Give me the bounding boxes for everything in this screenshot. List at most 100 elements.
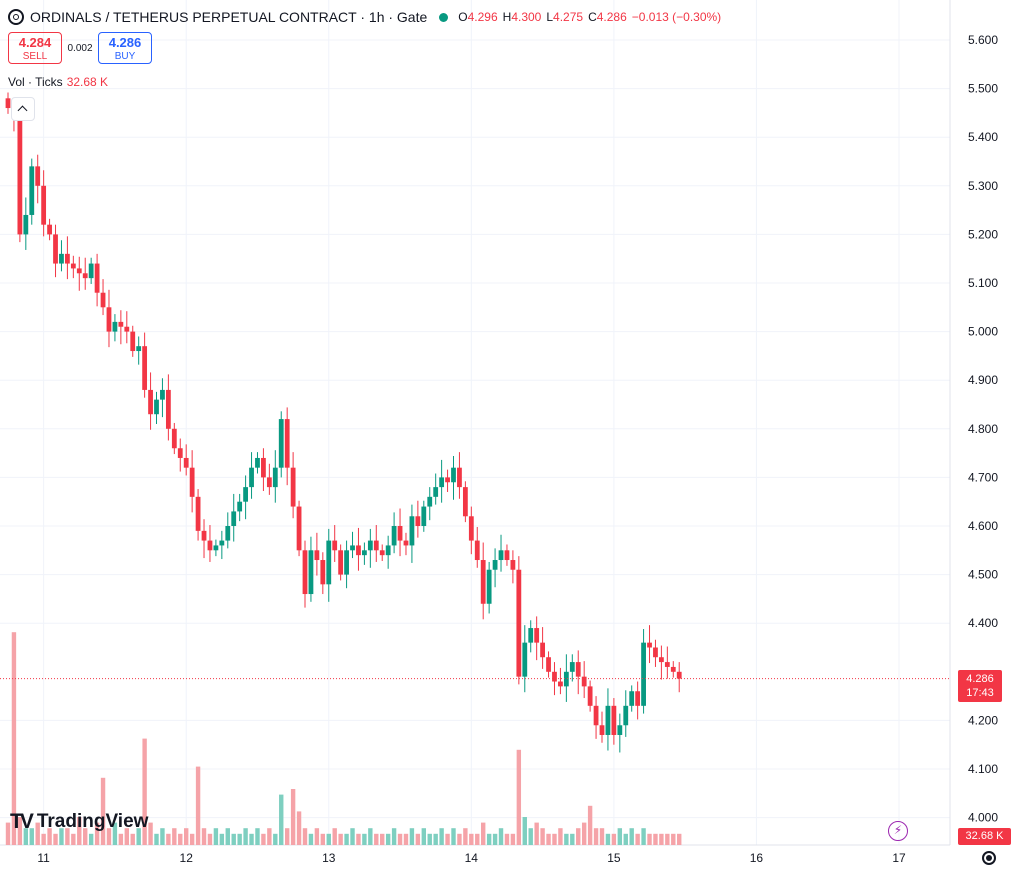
volume-bar: [314, 828, 320, 845]
x-tick-label: 14: [465, 851, 479, 865]
buy-price: 4.286: [108, 35, 142, 50]
candle-body: [356, 545, 361, 556]
volume-bar: [498, 828, 504, 845]
candle-body: [462, 487, 468, 517]
collapse-legend-button[interactable]: [11, 97, 35, 121]
volume-bar: [326, 833, 331, 845]
candle-body: [272, 467, 278, 488]
candle-body: [308, 550, 314, 595]
candle-body: [421, 506, 427, 526]
candle-body: [302, 550, 308, 595]
candle-body: [486, 569, 492, 604]
candle-body: [468, 516, 474, 541]
volume-bar: [665, 833, 670, 845]
candle-body: [17, 117, 23, 235]
volume-bar: [267, 828, 272, 845]
volume-bar: [296, 811, 302, 845]
volume-bar: [581, 822, 587, 845]
buy-button[interactable]: 4.286 BUY: [98, 32, 152, 64]
candle-body: [53, 234, 58, 264]
candle-body: [326, 540, 332, 585]
symbol-title[interactable]: ORDINALS / TETHERUS PERPETUAL CONTRACT ·…: [30, 9, 428, 25]
y-tick-label: 4.200: [968, 713, 998, 727]
y-tick-label: 4.800: [968, 422, 998, 436]
candle-body: [255, 457, 260, 468]
volume-bar: [88, 833, 94, 845]
candle-body: [457, 467, 462, 488]
volume-bar: [184, 828, 189, 845]
volume-bar: [11, 632, 17, 845]
candle-body: [397, 526, 403, 541]
volume-bar: [225, 828, 230, 845]
candle-body: [647, 642, 652, 648]
volume-bar: [374, 833, 379, 845]
candle-body: [510, 560, 516, 570]
x-tick-label: 17: [892, 851, 906, 865]
ohlc-close: C4.286: [588, 10, 627, 24]
tradingview-name: TradingView: [36, 811, 149, 832]
volume-bar: [207, 833, 213, 845]
volume-bar: [136, 828, 141, 845]
volume-bar: [593, 828, 599, 845]
volume-bar: [385, 833, 391, 845]
sell-button[interactable]: 4.284 SELL: [8, 32, 62, 64]
candle-body: [534, 628, 540, 643]
volume-bar: [380, 833, 385, 845]
volume-bar: [611, 833, 617, 845]
settings-gear-icon[interactable]: [982, 851, 996, 865]
volume-bar: [231, 833, 236, 845]
volume-legend[interactable]: Vol · Ticks 32.68 K: [8, 75, 108, 89]
candle-body: [445, 477, 450, 483]
candle-body: [563, 671, 569, 687]
volume-bar: [587, 805, 593, 845]
volume-bar: [201, 828, 207, 845]
y-tick-label: 5.300: [968, 179, 998, 193]
volume-bar: [344, 833, 349, 845]
volume-bar: [427, 833, 432, 845]
candle-body: [148, 389, 153, 415]
candle-body: [243, 487, 248, 502]
volume-bar: [332, 828, 337, 845]
candle-body: [552, 671, 557, 682]
candle-body: [165, 389, 171, 429]
candle-body: [35, 166, 41, 186]
exchange-symbol-icon[interactable]: [8, 9, 24, 25]
volume-bar: [154, 833, 159, 845]
candle-body: [219, 540, 225, 546]
volume-bar: [510, 833, 516, 845]
candle-body: [480, 560, 486, 604]
volume-bar: [213, 828, 219, 845]
y-tick-label: 5.000: [968, 325, 998, 339]
candle-body: [670, 666, 676, 672]
candle-body: [558, 681, 563, 687]
volume-bar: [481, 822, 486, 845]
volume-bar: [504, 833, 510, 845]
volume-bar: [142, 738, 147, 845]
candle-body: [605, 705, 611, 735]
candle-body: [635, 691, 641, 706]
y-tick-label: 5.400: [968, 130, 998, 144]
volume-bar: [189, 833, 195, 845]
tradingview-logo[interactable]: TV TradingView: [10, 810, 148, 834]
volume-legend-value: 32.68 K: [66, 75, 109, 89]
candle-body: [332, 540, 338, 551]
candle-body: [65, 253, 70, 264]
candle-body: [516, 569, 522, 677]
lightning-icon[interactable]: ⚡: [888, 821, 908, 841]
volume-bar: [558, 828, 563, 845]
buy-label: BUY: [114, 51, 136, 62]
candle-body: [350, 545, 355, 551]
candle-body: [504, 550, 510, 561]
candle-body: [59, 253, 64, 264]
y-tick-label: 4.600: [968, 519, 998, 533]
volume-bar: [237, 833, 242, 845]
candle-body: [195, 496, 201, 531]
candle-body: [29, 166, 35, 215]
candle-body: [623, 705, 629, 726]
ohlc-low: L4.275: [546, 10, 584, 24]
candle-body: [599, 725, 605, 735]
volume-bar: [659, 833, 664, 845]
volume-bar: [338, 833, 343, 845]
volume-bar: [629, 828, 634, 845]
